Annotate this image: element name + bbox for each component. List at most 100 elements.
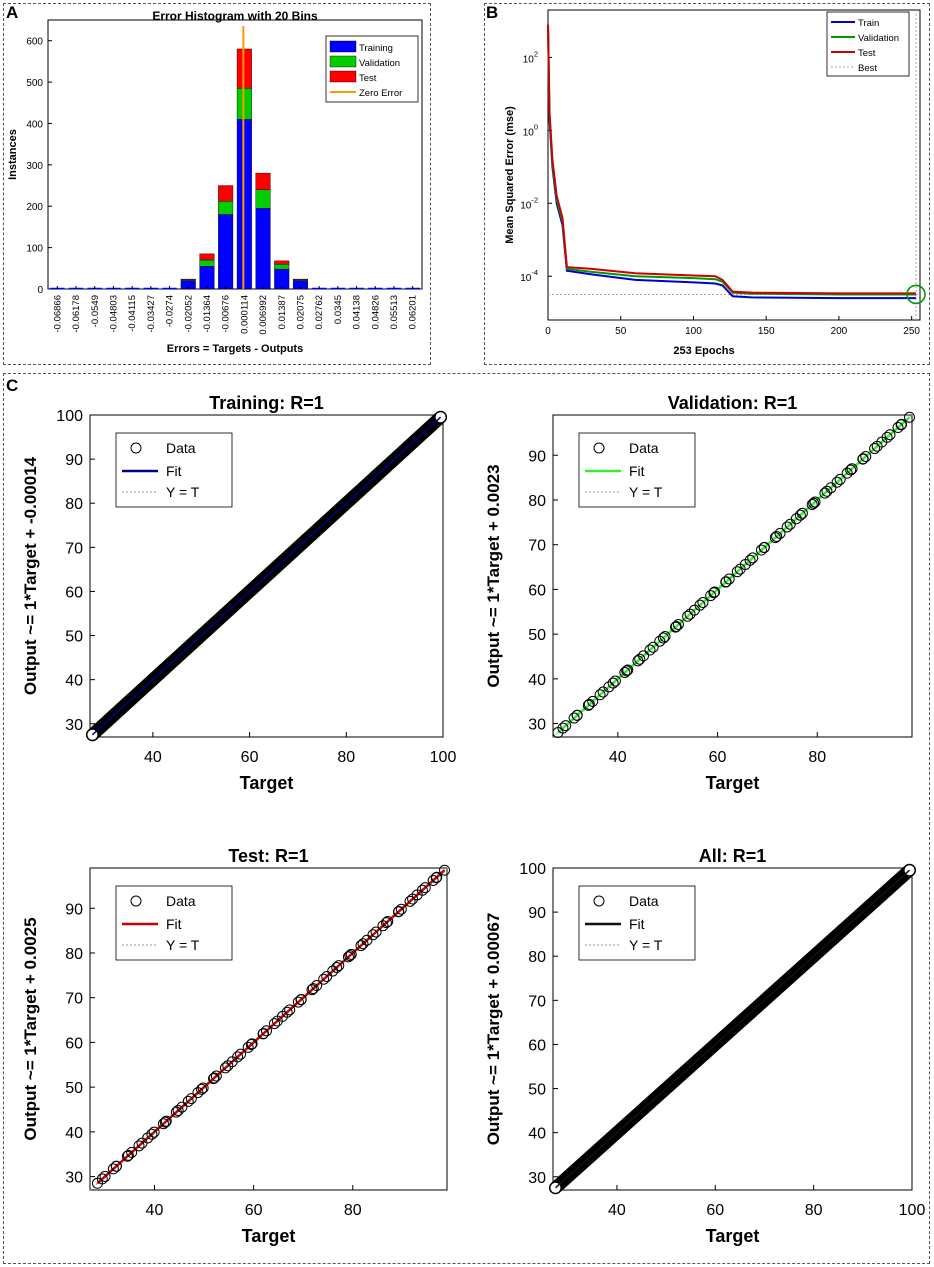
regression-data-point — [731, 566, 743, 578]
regression-ylabel: Output ~= 1*Target + 0.00067 — [484, 913, 503, 1146]
regression-data-point — [771, 530, 783, 542]
histogram-xlabel: Errors = Targets - Outputs — [167, 343, 303, 355]
regression-data-point — [331, 961, 343, 973]
histogram-bar-training — [218, 214, 234, 290]
regression-data-point — [831, 476, 843, 488]
histogram-xtick-label: -0.0549 — [90, 295, 101, 327]
regression-data-point — [747, 552, 759, 564]
histogram-ylabel: Instances — [7, 129, 19, 180]
regression-xtick-label: 80 — [344, 1202, 362, 1219]
regression-legend: Data Fit Y = T — [115, 432, 233, 508]
regression-data-point — [292, 996, 304, 1008]
regression-data-point — [657, 632, 669, 644]
panel-b — [484, 3, 930, 365]
regression-legend-swatch — [593, 895, 605, 907]
performance-ytick-label: 100 — [523, 122, 538, 138]
regression-data-point — [121, 1150, 133, 1162]
regression-data-point — [895, 419, 907, 431]
histogram-xtick-label: -0.0274 — [165, 295, 176, 327]
regression-data-point — [427, 874, 439, 886]
histogram-bar-test — [292, 278, 308, 281]
regression-ylabel: Output ~= 1*Target + 0.0023 — [484, 464, 503, 687]
regression-xtick-label: 60 — [706, 1202, 724, 1219]
histogram-legend-label: Validation — [359, 58, 400, 69]
regression-data-point — [846, 463, 858, 475]
regression-data-point — [694, 599, 706, 611]
performance-xlabel: 253 Epochs — [673, 345, 734, 357]
regression-data-point — [860, 450, 872, 462]
performance-legend-label: Best — [858, 63, 877, 74]
histogram-bar-training — [255, 208, 271, 290]
regression-data-point — [404, 895, 416, 907]
histogram-legend: Training Validation Test Zero Error — [325, 35, 419, 103]
regression-xtick-label: 40 — [144, 749, 162, 766]
regression-data-point — [159, 1116, 171, 1128]
histogram-ytick-label: 500 — [26, 78, 43, 89]
histogram-xtick-label: 0.04138 — [352, 295, 363, 329]
regression-data-point — [723, 573, 735, 585]
histogram-bar-test — [218, 185, 234, 202]
regression-data-point — [881, 431, 893, 443]
regression-data-point — [794, 509, 806, 521]
regression-data-point — [232, 1051, 244, 1063]
histogram-xtick-label: -0.06866 — [52, 295, 63, 333]
regression-data-point — [133, 1140, 145, 1152]
regression-data-point — [367, 929, 379, 941]
regression-data-point — [146, 1128, 158, 1140]
regression-data-point — [395, 903, 407, 915]
regression-data-point — [603, 681, 615, 693]
regression-fit-line — [554, 869, 911, 1189]
regression-data-point — [235, 1048, 247, 1060]
panel-letter-a: A — [6, 3, 19, 22]
performance-ytick-label: 102 — [523, 49, 538, 65]
histogram-ytick-label: 0 — [37, 285, 43, 296]
regression-data-point — [622, 664, 634, 676]
regression-data-point — [619, 667, 631, 679]
regression-ytick-label: 100 — [56, 408, 83, 425]
histogram-xtick-label: -0.01364 — [202, 295, 213, 333]
regression-legend: Data Fit Y = T — [578, 432, 696, 508]
histogram-xtick-label: 0.05513 — [389, 295, 400, 329]
regression-title: Validation: R=1 — [668, 393, 798, 413]
panel-letter-b: B — [486, 3, 499, 22]
histogram-legend-swatch — [329, 70, 357, 83]
histogram-legend-label: Zero Error — [359, 88, 402, 99]
regression-data-point — [659, 631, 671, 643]
regression-ytick-label: 40 — [65, 673, 83, 690]
histogram-bar-test — [199, 253, 215, 261]
histogram-xtick-label: 0.0345 — [333, 295, 344, 324]
regression-xtick-label: 40 — [609, 749, 627, 766]
regression-data-point — [430, 872, 442, 884]
panel-a — [3, 3, 431, 365]
regression-data-point — [219, 1062, 231, 1074]
regression-ytick-label: 60 — [65, 584, 83, 601]
regression-data-point — [307, 983, 319, 995]
regression-data-point — [708, 587, 720, 599]
regression-data-point — [382, 915, 394, 927]
regression-data-point — [160, 1115, 172, 1127]
regression-data-point — [806, 499, 818, 511]
regression-data-point — [185, 1093, 197, 1105]
regression-data-point — [126, 1146, 138, 1158]
regression-data-point — [342, 951, 354, 963]
regression-data-point — [904, 411, 916, 423]
histogram-xtick-label: 0.006992 — [258, 295, 269, 335]
regression-data-point — [208, 1072, 220, 1084]
regression-legend: Data Fit Y = T — [115, 885, 233, 961]
histogram-xtick-label: -0.06178 — [71, 295, 82, 333]
regression-data-point — [709, 586, 721, 598]
histogram-xtick-label: -0.03427 — [146, 295, 157, 333]
regression-ytick-label: 80 — [528, 493, 546, 510]
regression-legend-swatch — [593, 442, 605, 454]
regression-data-point — [857, 453, 869, 465]
regression-data-point — [634, 653, 646, 665]
regression-data-point — [222, 1060, 234, 1072]
regression-data-point — [670, 621, 682, 633]
performance-legend-label: Test — [858, 48, 876, 59]
regression-data-point — [819, 487, 831, 499]
regression-xtick-label: 60 — [709, 749, 727, 766]
regression-data-point — [333, 960, 345, 972]
regression-xtick-label: 80 — [337, 749, 355, 766]
regression-data-point — [260, 1025, 272, 1037]
